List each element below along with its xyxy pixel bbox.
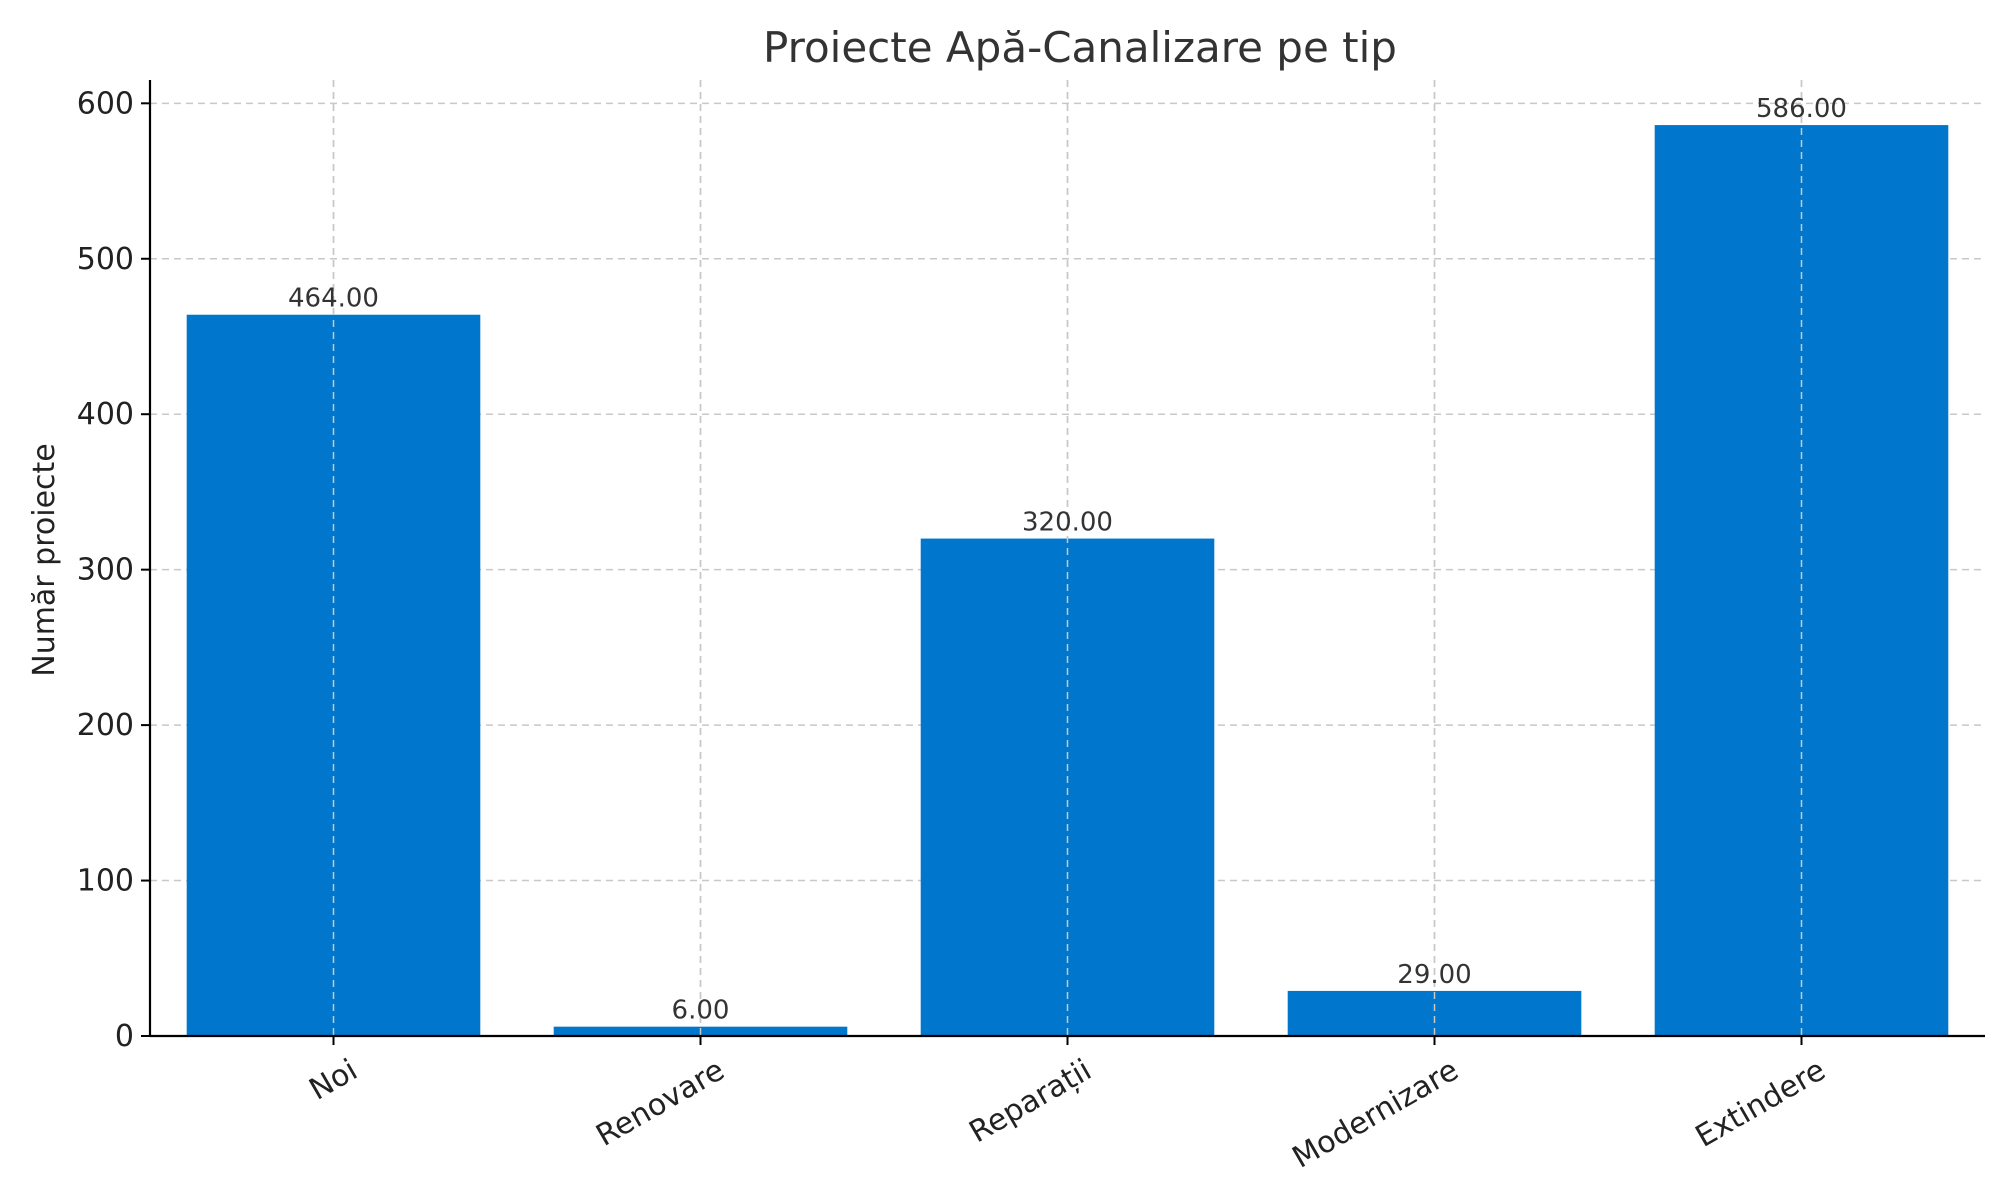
x-ticks: Noi Renovare Reparații Modernizare Extindere [303, 1036, 1832, 1176]
y-tick-label: 500 [77, 242, 134, 277]
y-tick-label: 100 [77, 864, 134, 899]
y-tick-label: 600 [77, 86, 134, 121]
x-tick-label: Renovare [590, 1053, 730, 1154]
x-tick-label: Noi [303, 1053, 363, 1108]
y-tick-label: 200 [77, 708, 134, 743]
y-tick-label: 400 [77, 397, 134, 432]
data-label: 586.00 [1756, 94, 1847, 124]
bars [186, 80, 1949, 1037]
data-label: 320.00 [1022, 508, 1113, 538]
x-tick-label: Modernizare [1287, 1053, 1465, 1176]
y-ticks: 0 100 200 300 400 500 600 [77, 86, 150, 1054]
y-tick-label: 0 [115, 1019, 134, 1054]
y-axis-label: Număr proiecte [27, 443, 62, 677]
data-labels: 464.00 6.00 320.00 29.00 586.00 [288, 94, 1847, 1026]
x-tick-label: Extindere [1690, 1053, 1832, 1155]
data-label: 29.00 [1397, 960, 1471, 990]
x-tick-label: Reparații [963, 1053, 1097, 1151]
y-tick-label: 300 [77, 553, 134, 588]
data-label: 6.00 [672, 996, 730, 1026]
data-label: 464.00 [288, 284, 379, 314]
chart-title: Proiecte Apă-Canalizare pe tip [763, 23, 1397, 72]
